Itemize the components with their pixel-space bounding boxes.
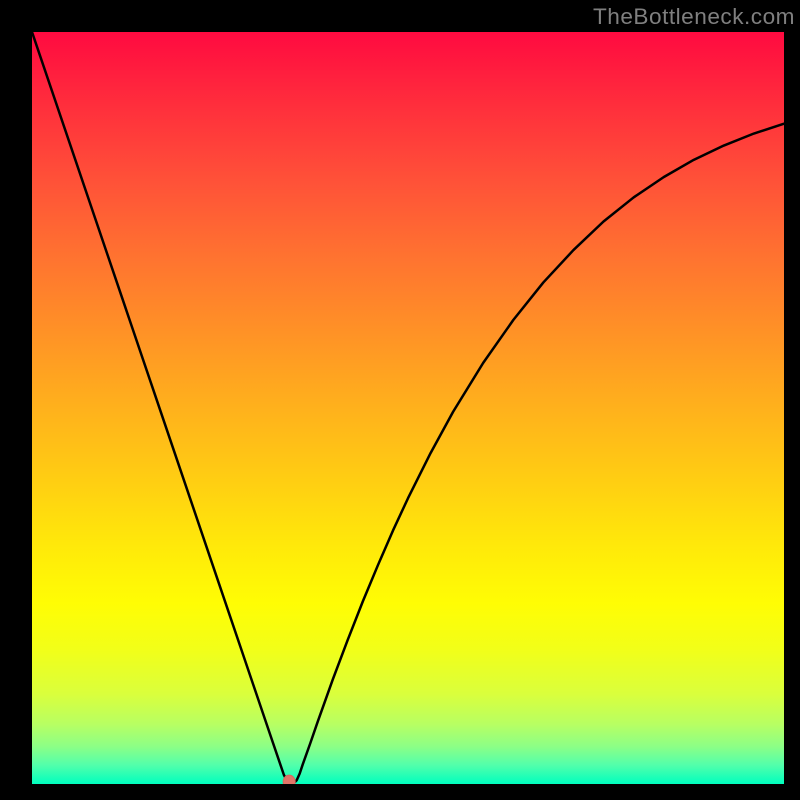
optimum-marker <box>283 775 295 784</box>
chart-svg <box>32 32 784 784</box>
plot-area <box>32 32 784 784</box>
watermark-text: TheBottleneck.com <box>593 4 795 30</box>
gradient-background <box>32 32 784 784</box>
